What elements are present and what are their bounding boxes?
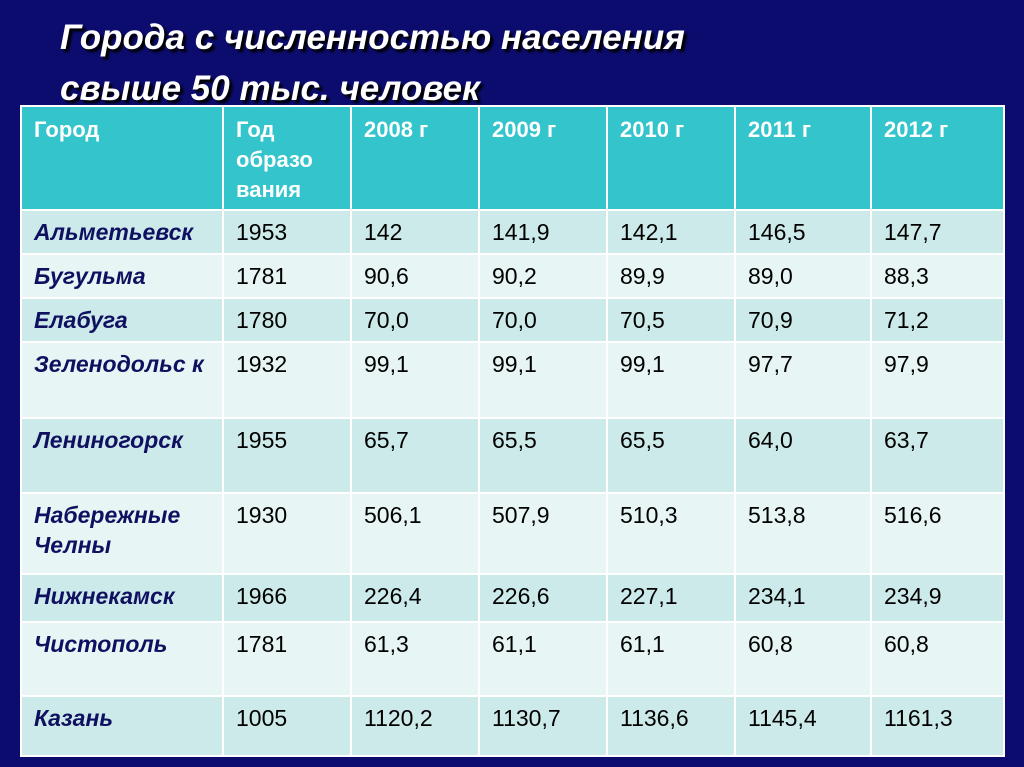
header-founded-year: Год образо вания — [222, 105, 352, 211]
value-2012: 1161,3 — [870, 695, 1005, 757]
header-2010: 2010 г — [606, 105, 736, 211]
value-2009: 1130,7 — [478, 695, 608, 757]
value-2009: 99,1 — [478, 341, 608, 419]
value-2008: 1120,2 — [350, 695, 480, 757]
city-name: Зеленодольс к — [20, 341, 224, 419]
value-2010: 510,3 — [606, 492, 736, 575]
value-2011: 1145,4 — [734, 695, 872, 757]
value-2010: 70,5 — [606, 297, 736, 343]
value-2011: 60,8 — [734, 621, 872, 697]
value-2010: 89,9 — [606, 253, 736, 299]
value-2008: 61,3 — [350, 621, 480, 697]
founded-year: 1005 — [222, 695, 352, 757]
slide-title-line-2: свыше 50 тыс. человек — [60, 69, 480, 108]
value-2011: 234,1 — [734, 573, 872, 623]
value-2009: 141,9 — [478, 209, 608, 255]
slide-title: Города с численностью населения свыше 50… — [60, 12, 685, 114]
founded-year: 1953 — [222, 209, 352, 255]
header-2011: 2011 г — [734, 105, 872, 211]
value-2010: 65,5 — [606, 417, 736, 494]
slide-title-line-1: Города с численностью населения — [60, 18, 685, 57]
table-row: Елабуга 1780 70,0 70,0 70,5 70,9 71,2 — [20, 297, 1005, 343]
city-name: Лениногорск — [20, 417, 224, 494]
table-row: Нижнекамск 1966 226,4 226,6 227,1 234,1 … — [20, 573, 1005, 623]
founded-year: 1781 — [222, 621, 352, 697]
header-2009: 2009 г — [478, 105, 608, 211]
value-2009: 65,5 — [478, 417, 608, 494]
city-name: Елабуга — [20, 297, 224, 343]
value-2012: 234,9 — [870, 573, 1005, 623]
value-2008: 142 — [350, 209, 480, 255]
table-row: Альметьевск 1953 142 141,9 142,1 146,5 1… — [20, 209, 1005, 255]
table-row: Казань 1005 1120,2 1130,7 1136,6 1145,4 … — [20, 695, 1005, 757]
value-2008: 506,1 — [350, 492, 480, 575]
value-2011: 513,8 — [734, 492, 872, 575]
value-2012: 71,2 — [870, 297, 1005, 343]
value-2012: 97,9 — [870, 341, 1005, 419]
header-2012: 2012 г — [870, 105, 1005, 211]
header-2008: 2008 г — [350, 105, 480, 211]
value-2011: 70,9 — [734, 297, 872, 343]
value-2012: 63,7 — [870, 417, 1005, 494]
value-2012: 60,8 — [870, 621, 1005, 697]
table-row: Лениногорск 1955 65,7 65,5 65,5 64,0 63,… — [20, 417, 1005, 494]
value-2012: 88,3 — [870, 253, 1005, 299]
city-name: Нижнекамск — [20, 573, 224, 623]
value-2011: 89,0 — [734, 253, 872, 299]
value-2009: 507,9 — [478, 492, 608, 575]
founded-year: 1930 — [222, 492, 352, 575]
value-2009: 70,0 — [478, 297, 608, 343]
header-city: Город — [20, 105, 224, 211]
city-name: Казань — [20, 695, 224, 757]
city-name: Набережные Челны — [20, 492, 224, 575]
value-2008: 65,7 — [350, 417, 480, 494]
city-name: Чистополь — [20, 621, 224, 697]
table-header: Город Год образо вания 2008 г 2009 г 201… — [20, 105, 1005, 211]
value-2009: 61,1 — [478, 621, 608, 697]
value-2008: 99,1 — [350, 341, 480, 419]
value-2009: 90,2 — [478, 253, 608, 299]
value-2010: 61,1 — [606, 621, 736, 697]
value-2010: 142,1 — [606, 209, 736, 255]
population-table: Город Год образо вания 2008 г 2009 г 201… — [20, 105, 1005, 757]
value-2008: 226,4 — [350, 573, 480, 623]
value-2012: 147,7 — [870, 209, 1005, 255]
value-2011: 146,5 — [734, 209, 872, 255]
value-2010: 99,1 — [606, 341, 736, 419]
value-2010: 227,1 — [606, 573, 736, 623]
founded-year: 1780 — [222, 297, 352, 343]
city-name: Бугульма — [20, 253, 224, 299]
value-2009: 226,6 — [478, 573, 608, 623]
table-row: Зеленодольс к 1932 99,1 99,1 99,1 97,7 9… — [20, 341, 1005, 419]
founded-year: 1932 — [222, 341, 352, 419]
table-body: Альметьевск 1953 142 141,9 142,1 146,5 1… — [20, 209, 1005, 757]
value-2011: 97,7 — [734, 341, 872, 419]
founded-year: 1955 — [222, 417, 352, 494]
value-2008: 90,6 — [350, 253, 480, 299]
value-2008: 70,0 — [350, 297, 480, 343]
table-row: Чистополь 1781 61,3 61,1 61,1 60,8 60,8 — [20, 621, 1005, 697]
value-2011: 64,0 — [734, 417, 872, 494]
value-2012: 516,6 — [870, 492, 1005, 575]
founded-year: 1966 — [222, 573, 352, 623]
city-name: Альметьевск — [20, 209, 224, 255]
value-2010: 1136,6 — [606, 695, 736, 757]
table-row: Бугульма 1781 90,6 90,2 89,9 89,0 88,3 — [20, 253, 1005, 299]
header-row: Город Год образо вания 2008 г 2009 г 201… — [20, 105, 1005, 211]
table-row: Набережные Челны 1930 506,1 507,9 510,3 … — [20, 492, 1005, 575]
founded-year: 1781 — [222, 253, 352, 299]
